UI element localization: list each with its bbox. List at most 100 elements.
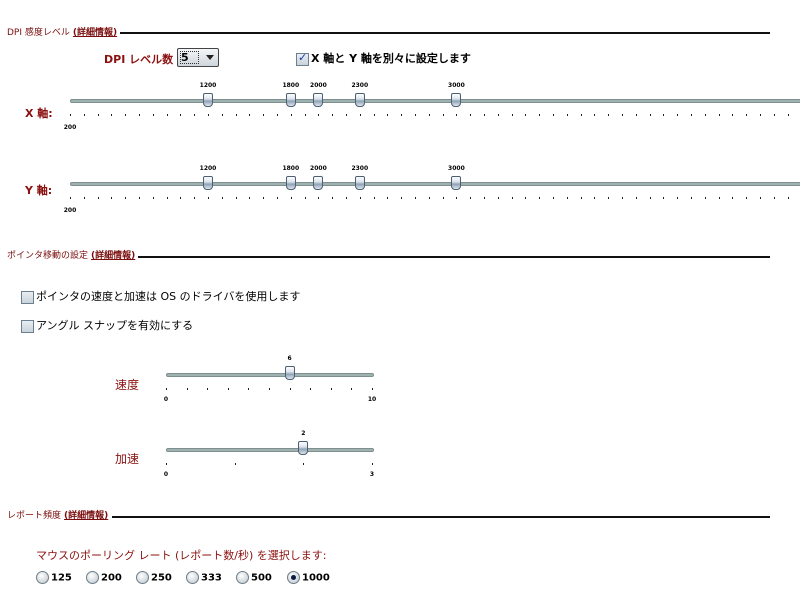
slider-track — [166, 448, 374, 452]
slider-thumb[interactable] — [298, 441, 309, 455]
slider-tick — [539, 114, 541, 116]
slider-value-label: 6 — [287, 355, 292, 362]
slider-tick — [525, 197, 527, 199]
slider-thumb[interactable] — [203, 93, 213, 107]
slider-tick — [718, 114, 720, 116]
slider-tick — [387, 197, 389, 199]
slider-min-label: 200 — [63, 124, 77, 131]
slider-tick — [186, 388, 188, 390]
slider-tick — [290, 197, 292, 199]
polling-rate-option-333[interactable]: 333 — [186, 571, 222, 584]
slider-track — [166, 373, 374, 377]
polling-rate-label: 500 — [251, 572, 272, 584]
slider-tick — [580, 114, 582, 116]
slider-tick — [248, 388, 250, 390]
slider-thumb[interactable] — [284, 366, 295, 380]
slider-tick — [594, 197, 596, 199]
slider-tick — [484, 114, 485, 116]
slider-tick — [221, 114, 223, 116]
slider-tick — [511, 114, 513, 116]
pointer-details-link[interactable]: (詳細情報) — [91, 251, 136, 261]
slider-tick — [622, 197, 623, 199]
slider-tick — [691, 114, 692, 116]
polling-rate-label: 250 — [151, 572, 172, 584]
slider-thumb[interactable] — [451, 93, 462, 107]
radio-icon — [86, 571, 99, 584]
slider-tick — [470, 197, 472, 199]
report-details-link[interactable]: (詳細情報) — [64, 511, 109, 521]
slider-value-label: 2300 — [351, 165, 369, 172]
dpi-section-divider — [120, 32, 770, 34]
pointer-section-title: ポインタ移動の設定 (詳細情報) — [7, 248, 135, 261]
slider-tick — [235, 114, 237, 116]
polling-rate-label: 125 — [51, 572, 72, 584]
slider-tick — [97, 114, 99, 116]
slider-tick — [511, 197, 513, 199]
slider-tick — [691, 197, 692, 199]
slider-tick — [787, 197, 789, 199]
acceleration-label: 加速 — [115, 452, 140, 466]
slider-tick — [760, 114, 761, 116]
slider-tick — [152, 114, 154, 116]
slider-thumb[interactable] — [203, 176, 213, 190]
slider-tick — [290, 114, 292, 116]
polling-rate-option-500[interactable]: 500 — [236, 571, 272, 584]
slider-tick — [387, 114, 389, 116]
slider-value-label: 2 — [301, 430, 306, 437]
dpi-level-count-select[interactable]: 5 — [177, 48, 219, 67]
slider-tick — [372, 388, 373, 390]
slider-value-label: 3000 — [448, 165, 465, 172]
polling-rate-option-1000[interactable]: 1000 — [287, 571, 330, 584]
polling-rate-option-200[interactable]: 200 — [86, 571, 122, 584]
angle-snap-label: アングル スナップを有効にする — [36, 319, 194, 332]
slider-value-label: 1200 — [199, 165, 217, 172]
separate-axes-checkbox[interactable]: X 軸と Y 軸を別々に設定します — [296, 50, 471, 66]
slider-tick — [704, 197, 706, 199]
slider-tick — [649, 197, 651, 199]
slider-tick — [760, 197, 761, 199]
slider-tick — [351, 388, 353, 390]
slider-tick — [208, 197, 209, 199]
slider-thumb[interactable] — [285, 176, 296, 190]
slider-thumb[interactable] — [354, 93, 365, 107]
slider-value-label: 2300 — [351, 82, 369, 89]
slider-tick — [663, 197, 665, 199]
slider-tick — [318, 114, 320, 116]
slider-track — [70, 99, 800, 103]
slider-thumb[interactable] — [313, 93, 324, 107]
slider-tick — [372, 463, 373, 465]
polling-rate-option-125[interactable]: 125 — [36, 571, 72, 584]
slider-value-label: 2000 — [310, 165, 327, 172]
angle-snap-checkbox[interactable]: アングル スナップを有効にする — [21, 317, 193, 333]
slider-thumb[interactable] — [451, 176, 462, 190]
slider-tick — [111, 114, 113, 116]
slider-thumb[interactable] — [313, 176, 324, 190]
slider-tick — [359, 197, 361, 199]
slider-tick — [332, 197, 334, 199]
slider-tick — [330, 388, 332, 390]
slider-tick — [746, 114, 748, 116]
slider-tick — [539, 197, 541, 199]
slider-tick — [207, 388, 209, 390]
dpi-level-count-value: 5 — [180, 51, 199, 64]
slider-min-label: 0 — [163, 396, 169, 403]
slider-tick — [234, 463, 236, 465]
radio-icon — [236, 571, 249, 584]
slider-thumb[interactable] — [285, 93, 296, 107]
dpi-details-link[interactable]: (詳細情報) — [72, 28, 118, 38]
use-os-driver-checkbox[interactable]: ポインタの速度と加速は OS のドライバを使用します — [21, 288, 300, 304]
slider-min-label: 200 — [63, 207, 77, 214]
slider-tick — [304, 114, 306, 116]
polling-rate-label: 200 — [101, 572, 122, 584]
radio-icon — [36, 571, 49, 584]
polling-rate-prompt: マウスのポーリング レート (レポート数/秒) を選択します: — [36, 549, 327, 562]
slider-tick — [180, 114, 182, 116]
polling-rate-option-250[interactable]: 250 — [136, 571, 172, 584]
slider-tick — [718, 197, 720, 199]
slider-tick — [125, 114, 127, 116]
slider-tick — [773, 114, 775, 116]
slider-thumb[interactable] — [354, 176, 365, 190]
slider-tick — [263, 197, 265, 199]
slider-value-label: 2000 — [310, 82, 327, 89]
slider-tick — [732, 197, 734, 199]
